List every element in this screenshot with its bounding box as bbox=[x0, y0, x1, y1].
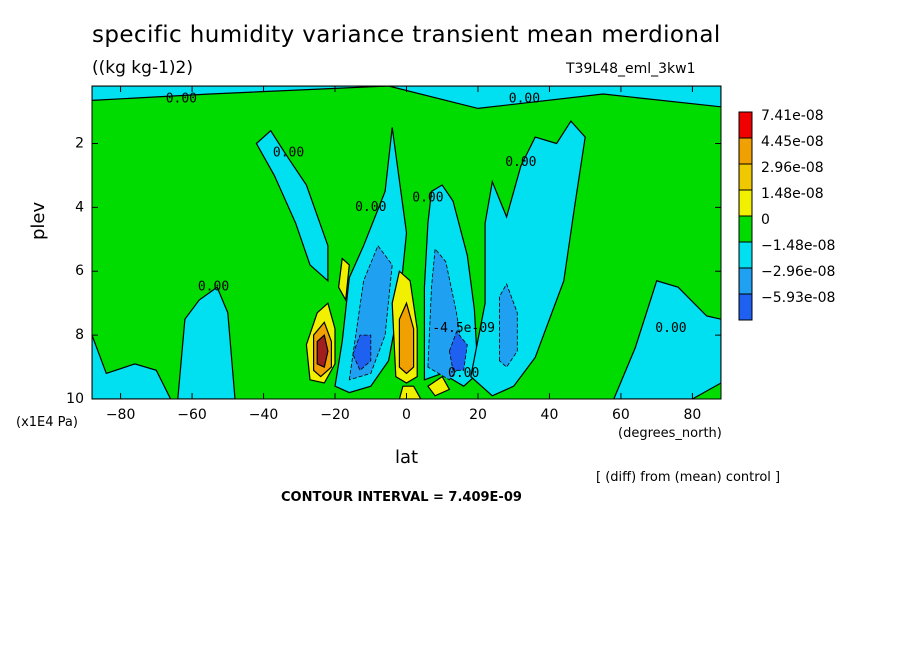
legend-label: 0 bbox=[761, 212, 770, 228]
contour-label-9: 0.00 bbox=[448, 366, 479, 381]
run-label: T39L48_eml_3kw1 bbox=[566, 61, 696, 77]
legend-swatch bbox=[738, 163, 753, 191]
x-tick-label: −20 bbox=[320, 407, 350, 423]
legend-label: −1.48e-08 bbox=[761, 238, 835, 254]
y-tick-label: 4 bbox=[75, 199, 84, 215]
legend-label: 1.48e-08 bbox=[761, 186, 824, 202]
contour-label-7: 0.00 bbox=[655, 321, 686, 336]
y-tick-label: 6 bbox=[75, 263, 84, 279]
x-tick-label: 40 bbox=[541, 407, 559, 423]
legend-swatch bbox=[738, 293, 753, 321]
contour-label-1: 0.00 bbox=[509, 91, 540, 106]
diff-note: [ (diff) from (mean) control ] bbox=[596, 470, 781, 485]
x-tick-label: 80 bbox=[683, 407, 701, 423]
contour-label-5: 0.00 bbox=[355, 200, 386, 215]
chart-title: specific humidity variance transient mea… bbox=[92, 22, 721, 48]
legend-swatch bbox=[738, 267, 753, 295]
x-tick-label: −40 bbox=[249, 407, 279, 423]
contour-region-10 bbox=[499, 283, 518, 368]
x-tick-label: −60 bbox=[177, 407, 207, 423]
chart-units: ((kg kg-1)2) bbox=[92, 58, 193, 78]
y-tick-label: 10 bbox=[66, 391, 84, 407]
contour-label-4: 0.00 bbox=[412, 190, 443, 205]
x-axis-units: (degrees_north) bbox=[618, 426, 722, 441]
contour-region-4 bbox=[334, 127, 408, 394]
contour-region-1 bbox=[255, 129, 329, 283]
contour-label-8: -4.5e-09 bbox=[432, 321, 495, 336]
legend-label: 2.96e-08 bbox=[761, 160, 824, 176]
legend-swatch bbox=[738, 241, 753, 269]
y-tick-label: 8 bbox=[75, 327, 84, 343]
legend-swatch bbox=[738, 215, 753, 243]
contour-region-20 bbox=[316, 333, 329, 368]
contour-region-12 bbox=[448, 331, 468, 371]
contour-label-2: 0.00 bbox=[273, 146, 304, 161]
contour-region-11 bbox=[352, 334, 372, 371]
contour-region-7 bbox=[613, 280, 721, 399]
y-tick-label: 2 bbox=[75, 135, 84, 151]
legend-label: 4.45e-08 bbox=[761, 134, 824, 150]
x-tick-label: −80 bbox=[106, 407, 136, 423]
contour-region-3 bbox=[92, 334, 172, 399]
contour-region-14 bbox=[337, 257, 350, 302]
x-tick-label: 20 bbox=[469, 407, 487, 423]
legend-swatch bbox=[738, 137, 753, 165]
legend-label: −5.93e-08 bbox=[761, 290, 835, 306]
legend-label: 7.41e-08 bbox=[761, 108, 824, 124]
legend-swatch bbox=[738, 189, 753, 217]
contour-region-2 bbox=[177, 286, 236, 399]
x-tick-label: 0 bbox=[402, 407, 411, 423]
contour-label-3: 0.00 bbox=[505, 155, 536, 170]
legend-label: −2.96e-08 bbox=[761, 264, 835, 280]
x-axis-label: lat bbox=[395, 447, 419, 468]
contour-label-6: 0.00 bbox=[198, 280, 229, 295]
contour-region-16 bbox=[427, 375, 451, 397]
contour-region-0 bbox=[92, 86, 721, 110]
contour-label-0: 0.00 bbox=[166, 91, 197, 106]
legend-swatch bbox=[738, 111, 753, 139]
contour-interval: CONTOUR INTERVAL = 7.409E-09 bbox=[281, 490, 522, 505]
contour-region-19 bbox=[398, 301, 415, 375]
contour-region-17 bbox=[398, 385, 422, 399]
x-tick-label: 60 bbox=[612, 407, 630, 423]
y-axis-units: (x1E4 Pa) bbox=[16, 415, 78, 430]
